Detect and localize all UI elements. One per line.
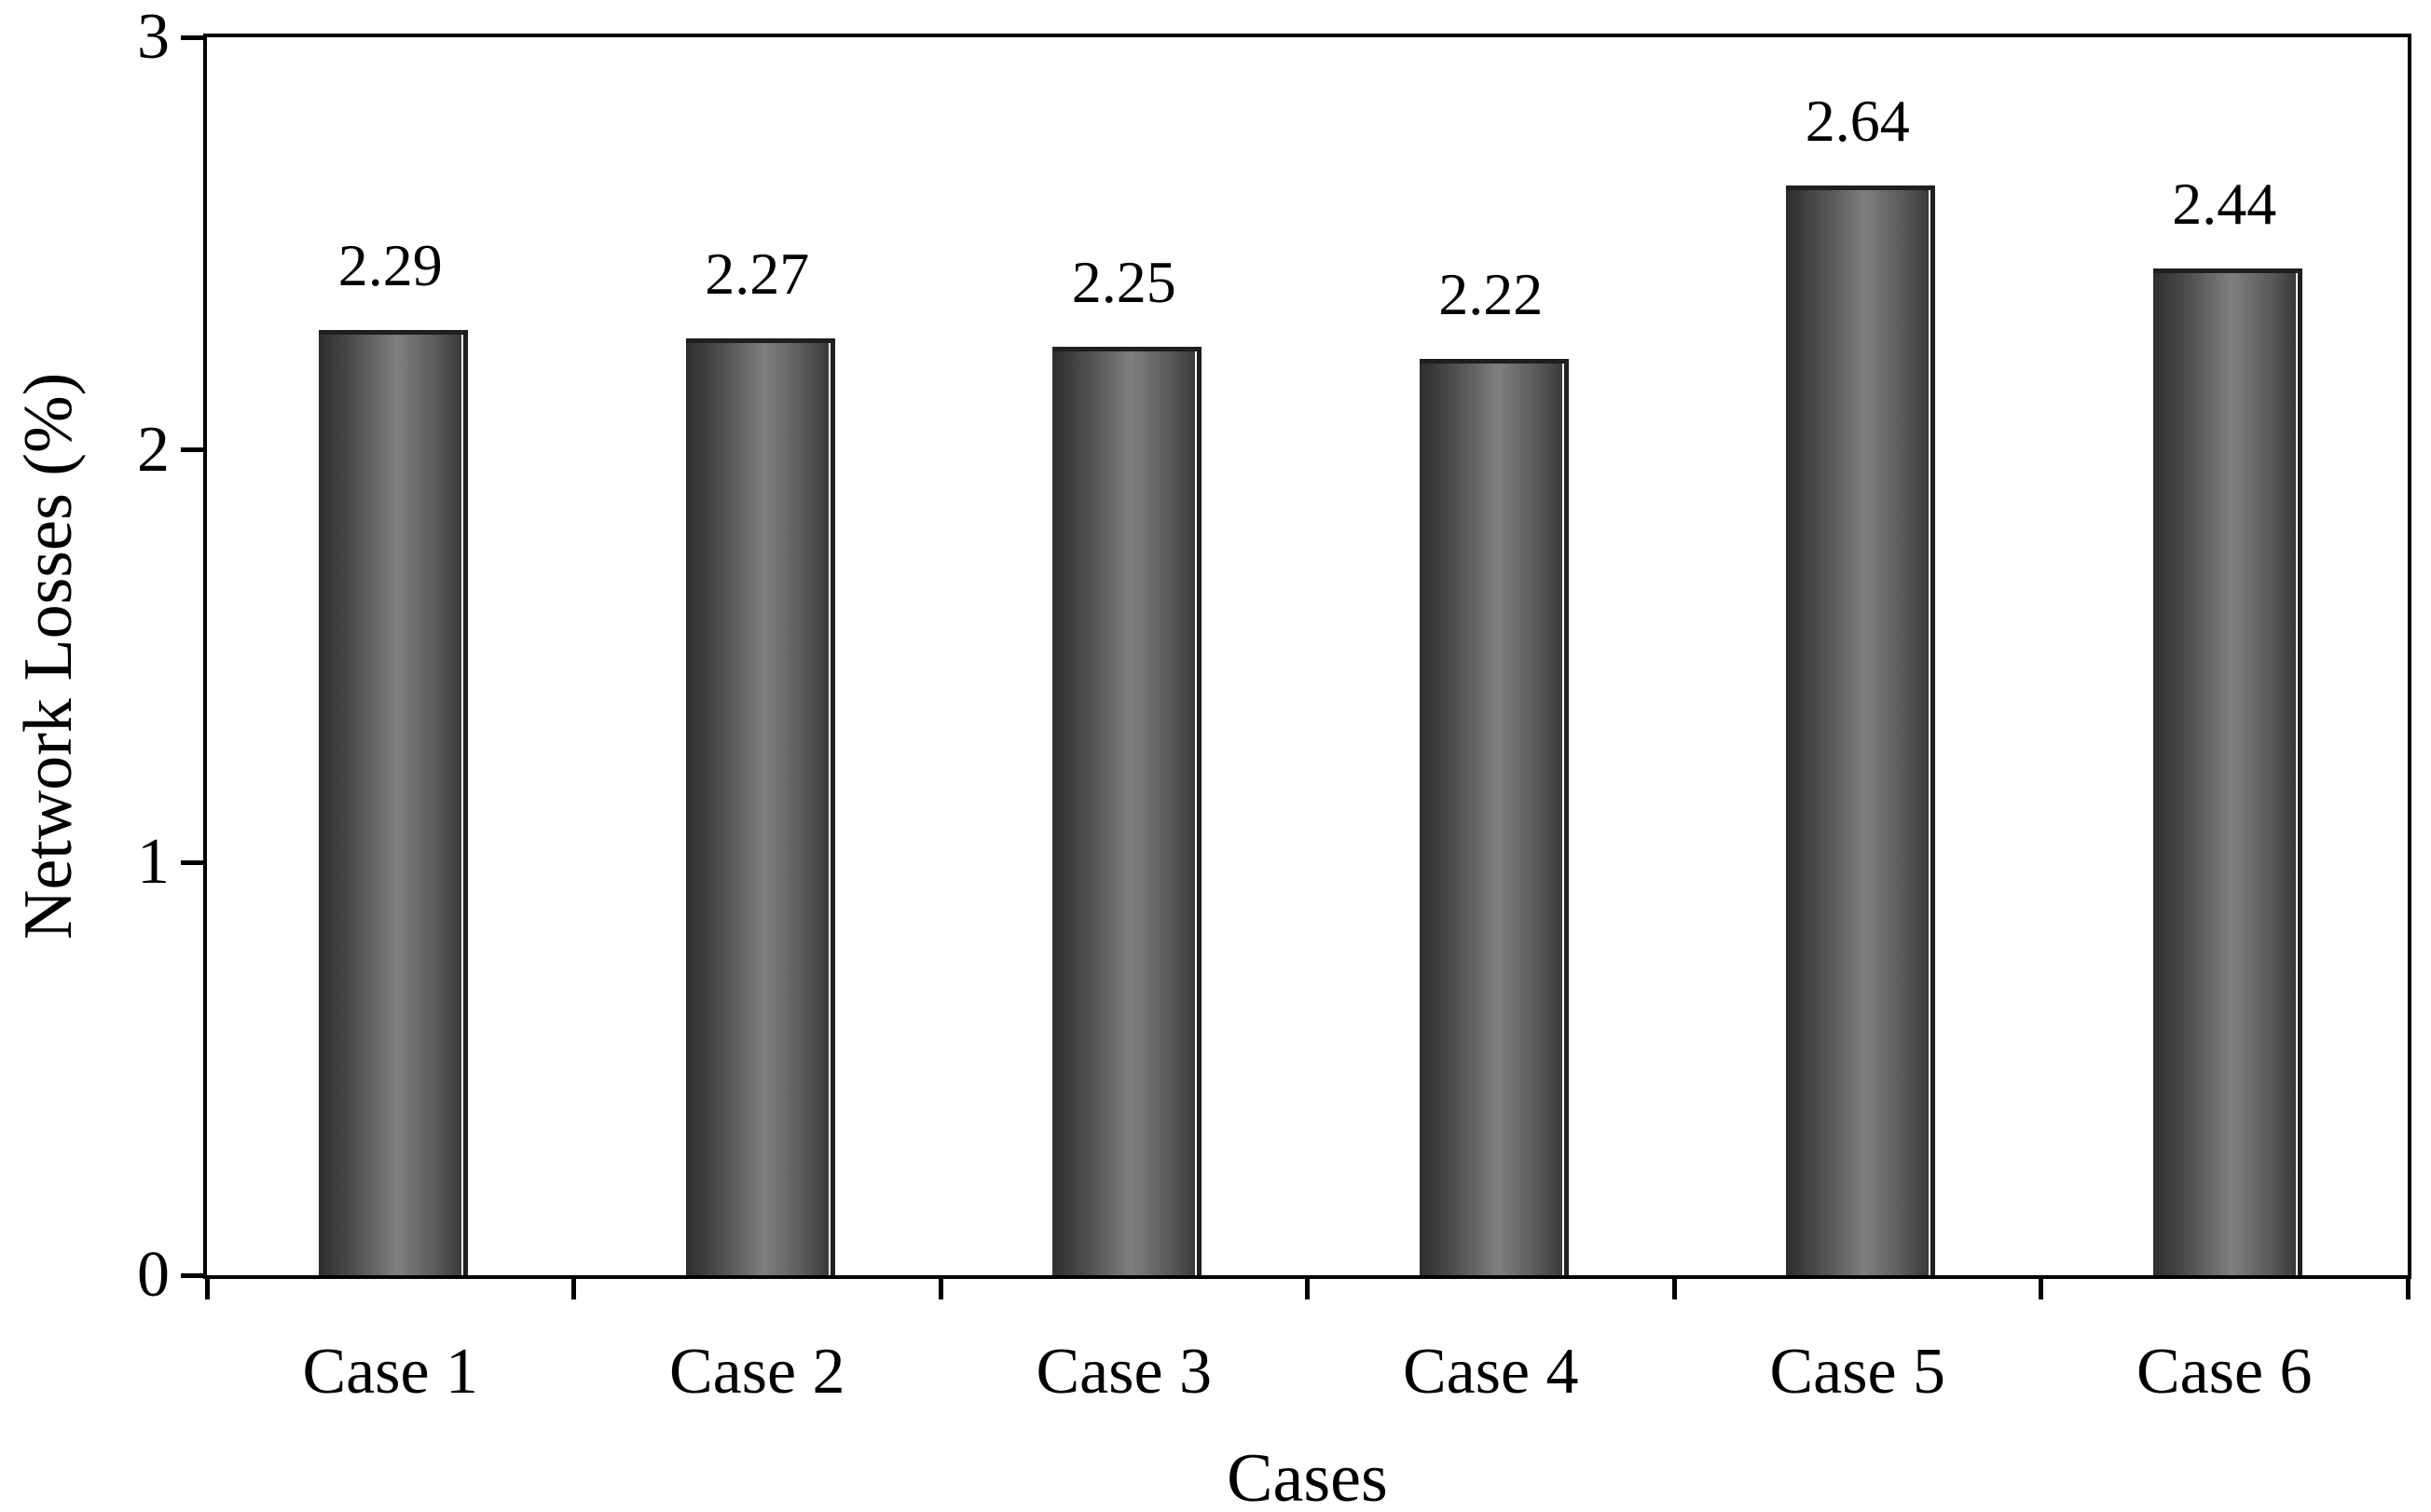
x-tick-label: Case 5: [1769, 1336, 1946, 1408]
x-axis-title: Cases: [1227, 1440, 1388, 1512]
x-axis-tick: [1305, 1275, 1310, 1299]
y-tick-label: 2: [137, 413, 170, 486]
x-tick-label: Case 1: [302, 1336, 479, 1408]
y-axis-tick: [181, 1272, 203, 1278]
bar-value-label: 2.29: [337, 231, 443, 298]
bar-value-label: 2.44: [2172, 170, 2277, 237]
bar: [1786, 186, 1936, 1275]
y-axis-tick: [181, 447, 203, 453]
x-axis-tick: [938, 1275, 943, 1299]
x-axis-tick: [204, 1275, 210, 1299]
y-tick-label: 1: [137, 826, 170, 899]
y-tick-label: 0: [137, 1239, 170, 1311]
bar-value-label: 2.25: [1071, 248, 1176, 315]
bars-layer: 2.29 2.27 2.25 2.22 2.64 2.44: [181, 34, 2410, 1299]
x-tick-label: Case 6: [2136, 1336, 2313, 1408]
y-axis-tick: [181, 34, 203, 40]
x-axis-tick: [571, 1275, 576, 1299]
y-axis-title: Network Losses (%): [10, 372, 87, 941]
x-tick-label: Case 2: [668, 1336, 845, 1408]
bar: [2152, 268, 2302, 1275]
x-axis-tick: [2405, 1275, 2410, 1299]
bar: [1419, 359, 1569, 1275]
bar: [319, 330, 469, 1275]
bar: [685, 338, 835, 1275]
x-axis-tick: [1671, 1275, 1677, 1299]
x-tick-label: Case 4: [1402, 1336, 1579, 1408]
plot-area: 2.29 2.27 2.25 2.22 2.64 2.44: [181, 34, 2411, 1299]
bar: [1052, 347, 1202, 1275]
y-axis-tick: [181, 859, 203, 865]
bar-value-label: 2.64: [1805, 87, 1910, 154]
x-tick-label: Case 3: [1036, 1336, 1213, 1408]
y-tick-label: 3: [137, 1, 170, 73]
bar-value-label: 2.22: [1438, 260, 1544, 327]
x-axis-tick: [2039, 1275, 2043, 1299]
bar-value-label: 2.27: [705, 240, 810, 307]
